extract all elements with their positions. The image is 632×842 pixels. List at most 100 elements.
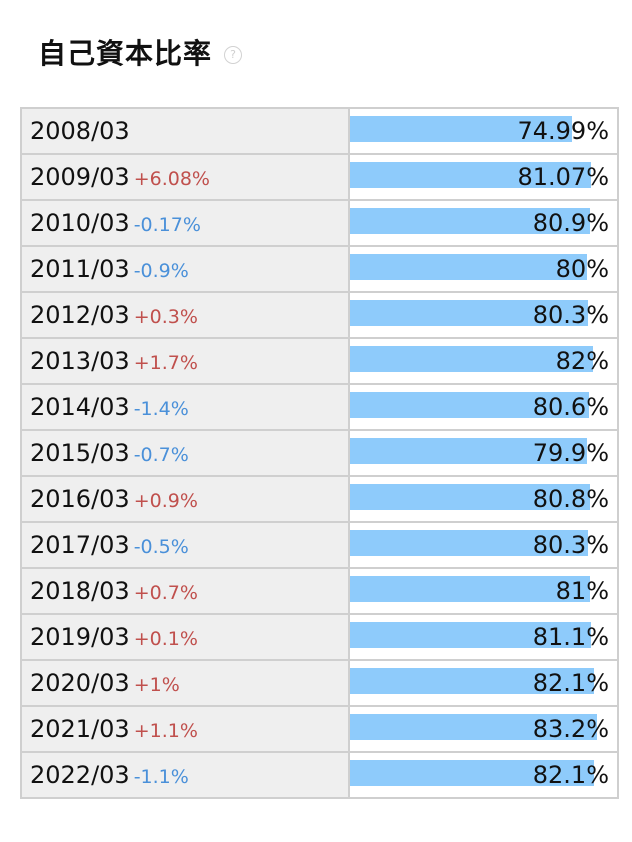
change-label: -0.9% [133,260,189,282]
table-row: 2011/03 -0.9% 80% [20,245,619,293]
fiscal-year-label: 2015/03 [30,439,130,467]
ratio-value: 82.1% [532,669,609,697]
change-label: +6.08% [133,168,210,190]
table-row: 2015/03 -0.7% 79.9% [20,429,619,477]
bar-cell: 80.9% [348,199,619,247]
ratio-value: 81.07% [517,163,609,191]
change-label: -1.1% [133,766,189,788]
ratio-bar [350,392,590,418]
equity-ratio-table: 2008/03 74.99% 2009/03 +6.08% 81.07% 2010/03-… [20,107,619,799]
fiscal-year-label: 2009/03 [30,163,130,191]
fiscal-year-label: 2021/03 [30,715,130,743]
ratio-bar [350,484,590,510]
ratio-bar [350,208,590,234]
table-row: 2021/03 +1.1% 83.2% [20,705,619,753]
year-cell: 2011/03 -0.9% [20,245,350,293]
year-cell: 2010/03 -0.17% [20,199,350,247]
bar-cell: 81.1% [348,613,619,661]
change-label: +1% [133,674,180,696]
page-title: 自己資本比率 [38,37,213,70]
table-row: 2012/03 +0.3% 80.3% [20,291,619,339]
year-cell: 2013/03 +1.7% [20,337,350,385]
ratio-bar [350,714,597,740]
ratio-value: 80.3% [532,301,609,329]
table-row: 2022/03 -1.1% 82.1% [20,751,619,799]
change-label: -0.7% [133,444,189,466]
ratio-value: 80.9% [532,209,609,237]
table-row: 2017/03 -0.5% 80.3% [20,521,619,569]
year-cell: 2016/03 +0.9% [20,475,350,523]
bar-cell: 80.3% [348,291,619,339]
bar-cell: 81.07% [348,153,619,201]
bar-cell: 82.1% [348,659,619,707]
table-row: 2013/03 +1.7% 82% [20,337,619,385]
change-label: +1.7% [133,352,198,374]
fiscal-year-label: 2018/03 [30,577,130,605]
bar-cell: 80.8% [348,475,619,523]
table-row: 2019/03 +0.1% 81.1% [20,613,619,661]
change-label: +0.3% [133,306,198,328]
fiscal-year-label: 2008/03 [30,117,130,145]
ratio-bar [350,300,589,326]
fiscal-year-label: 2019/03 [30,623,130,651]
ratio-value: 81.1% [532,623,609,651]
year-cell: 2021/03 +1.1% [20,705,350,753]
bar-cell: 82% [348,337,619,385]
ratio-bar [350,622,591,648]
ratio-bar [350,576,591,602]
year-cell: 2008/03 [20,107,350,155]
ratio-value: 80.6% [532,393,609,421]
table-row: 2020/03 +1% 82.1% [20,659,619,707]
change-label: +0.9% [133,490,198,512]
year-cell: 2014/03 -1.4% [20,383,350,431]
bar-cell: 81% [348,567,619,615]
change-label: +1.1% [133,720,198,742]
ratio-bar [350,162,591,188]
ratio-value: 74.99% [517,117,609,145]
ratio-bar [350,760,594,786]
ratio-value: 80.3% [532,531,609,559]
ratio-bar [350,254,588,280]
fiscal-year-label: 2011/03 [30,255,130,283]
table-row: 2008/03 74.99% [20,107,619,155]
fiscal-year-label: 2013/03 [30,347,130,375]
ratio-value: 81% [555,577,609,605]
year-cell: 2022/03 -1.1% [20,751,350,799]
table-row: 2014/03 -1.4% 80.6% [20,383,619,431]
ratio-value: 79.9% [532,439,609,467]
ratio-bar [350,668,594,694]
bar-cell: 80.3% [348,521,619,569]
fiscal-year-label: 2010/03 [30,209,130,237]
question-circle-icon[interactable]: ? [224,46,243,64]
change-label: +0.7% [133,582,198,604]
table-row: 2018/03 +0.7% 81% [20,567,619,615]
year-cell: 2012/03 +0.3% [20,291,350,339]
year-cell: 2019/03 +0.1% [20,613,350,661]
table-row: 2009/03 +6.08% 81.07% [20,153,619,201]
year-cell: 2020/03 +1% [20,659,350,707]
fiscal-year-label: 2017/03 [30,531,130,559]
bar-cell: 79.9% [348,429,619,477]
bar-cell: 83.2% [348,705,619,753]
change-label: -1.4% [133,398,189,420]
table-body: 2008/03 74.99% 2009/03 +6.08% 81.07% 2010/03-… [20,107,619,799]
ratio-value: 83.2% [532,715,609,743]
ratio-bar [350,346,594,372]
fiscal-year-label: 2022/03 [30,761,130,789]
year-cell: 2009/03 +6.08% [20,153,350,201]
change-label: +0.1% [133,628,198,650]
bar-cell: 80% [348,245,619,293]
ratio-value: 82% [555,347,609,375]
bar-cell: 80.6% [348,383,619,431]
fiscal-year-label: 2016/03 [30,485,130,513]
bar-cell: 82.1% [348,751,619,799]
ratio-value: 80% [555,255,609,283]
ratio-bar [350,116,573,142]
ratio-bar [350,530,589,556]
change-label: -0.5% [133,536,189,558]
ratio-value: 80.8% [532,485,609,513]
table-row: 2016/03 +0.9% 80.8% [20,475,619,523]
change-label: -0.17% [133,214,201,236]
table-row: 2010/03 -0.17% 80.9% [20,199,619,247]
ratio-bar [350,438,588,464]
